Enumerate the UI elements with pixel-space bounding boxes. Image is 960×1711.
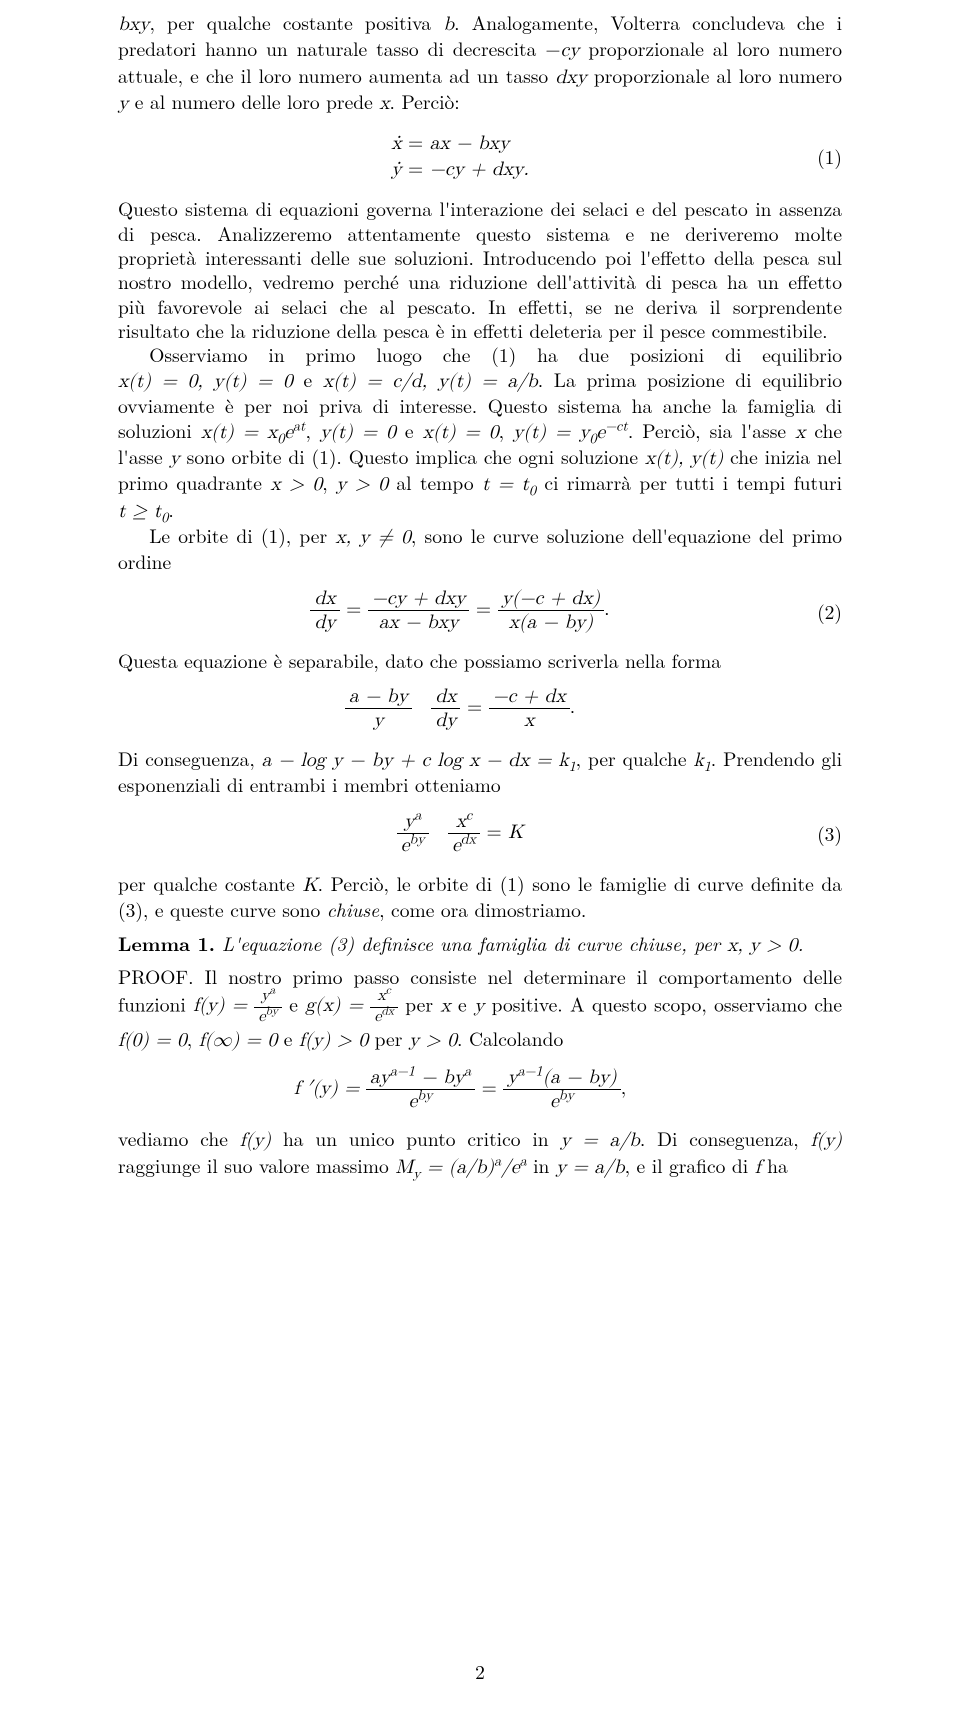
para-6: Di conseguenza, a − log y − by + c log x…: [118, 746, 842, 797]
para-1: bxy, per qualche costante positiva b. An…: [118, 10, 842, 116]
equation-number-1: (1): [802, 144, 842, 168]
para-tail: vediamo che f(y) ha un unico punto criti…: [118, 1126, 842, 1179]
equation-3: ya eby xc edx = K (3): [118, 811, 842, 857]
equation-fprime: f ′(y) = aya−1 − bya eby = ya−1(a − by) …: [118, 1067, 842, 1113]
equation-separable: a − byy dxdy = −c + dxx.: [118, 686, 842, 732]
proof: PROOF. Il nostro primo passo consiste ne…: [118, 964, 842, 1053]
para-3: Osserviamo in primo luogo che (1) ha due…: [118, 342, 842, 523]
equation-number-2: (2): [802, 599, 842, 623]
page-number: 2: [0, 1659, 960, 1683]
lemma-head: Lemma 1.: [118, 929, 215, 957]
expr-bxy: bxy: [118, 14, 149, 34]
para-5: Questa equazione è separabile, dato che …: [118, 648, 842, 672]
equation-1: ẋ = ax − bxy ẏ = −cy + dxy. (1): [118, 130, 842, 183]
equation-2: dxdy = −cy + dxyax − bxy = y(−c + dx)x(a…: [118, 588, 842, 634]
page: bxy, per qualche costante positiva b. An…: [0, 0, 960, 1711]
para-2: Questo sistema di equazioni governa l'in…: [118, 196, 842, 342]
equation-number-3: (3): [802, 821, 842, 845]
proof-head: PROOF: [118, 962, 188, 990]
lemma-1: Lemma 1. L'equazione (3) definisce una f…: [118, 931, 842, 957]
para-7: per qualche costante K. Perciò, le orbit…: [118, 871, 842, 922]
para-4: Le orbite di (1), per x, y ≠ 0, sono le …: [118, 523, 842, 574]
